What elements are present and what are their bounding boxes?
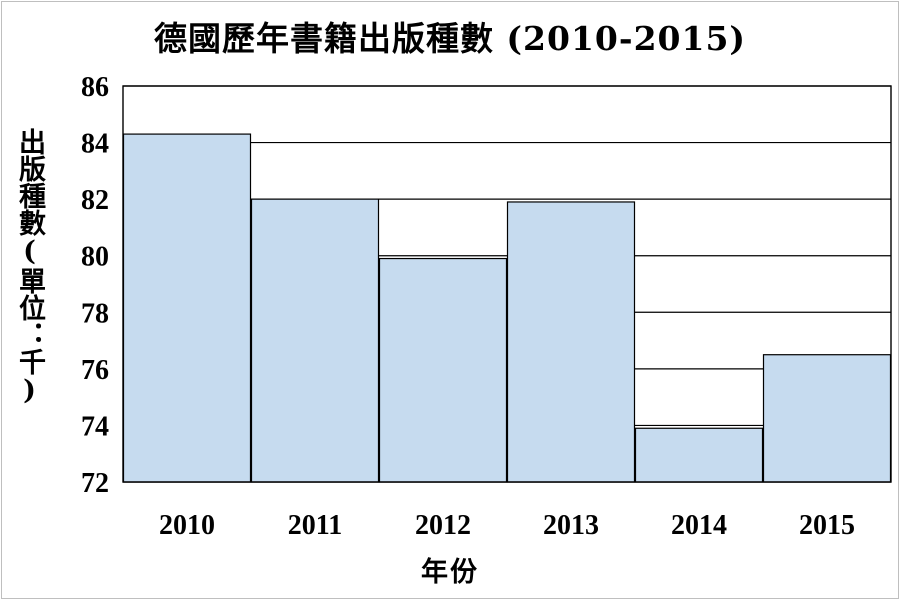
x-axis-label: 年份: [421, 557, 479, 588]
x-tick-label-2010: 2010: [159, 510, 215, 541]
y-tick-label-74: 74: [81, 411, 109, 442]
x-tick-label-2014: 2014: [671, 510, 727, 541]
bar-2013: [506, 201, 636, 483]
y-tick-label-78: 78: [81, 298, 109, 329]
bar-2010: [122, 133, 252, 483]
y-tick-label-76: 76: [81, 355, 109, 386]
y-tick-label-82: 82: [81, 185, 109, 216]
y-tick-label-80: 80: [81, 242, 109, 273]
bar-2015: [762, 354, 892, 483]
bar-2014: [634, 427, 764, 483]
x-tick-label-2015: 2015: [799, 510, 855, 541]
chart-title: 德國歷年書籍出版種數 (2010-2015): [153, 19, 747, 58]
y-tick-label-86: 86: [81, 72, 109, 103]
y-tick-label-72: 72: [81, 468, 109, 499]
y-tick-label-84: 84: [81, 129, 109, 160]
x-tick-label-2013: 2013: [543, 510, 599, 541]
x-tick-label-2012: 2012: [415, 510, 471, 541]
bar-2011: [250, 198, 380, 483]
plot-border: [122, 85, 892, 483]
bar-2012: [378, 257, 508, 483]
x-tick-label-2011: 2011: [288, 510, 342, 541]
y-axis-label: 出版種數(單位：千): [14, 128, 45, 406]
